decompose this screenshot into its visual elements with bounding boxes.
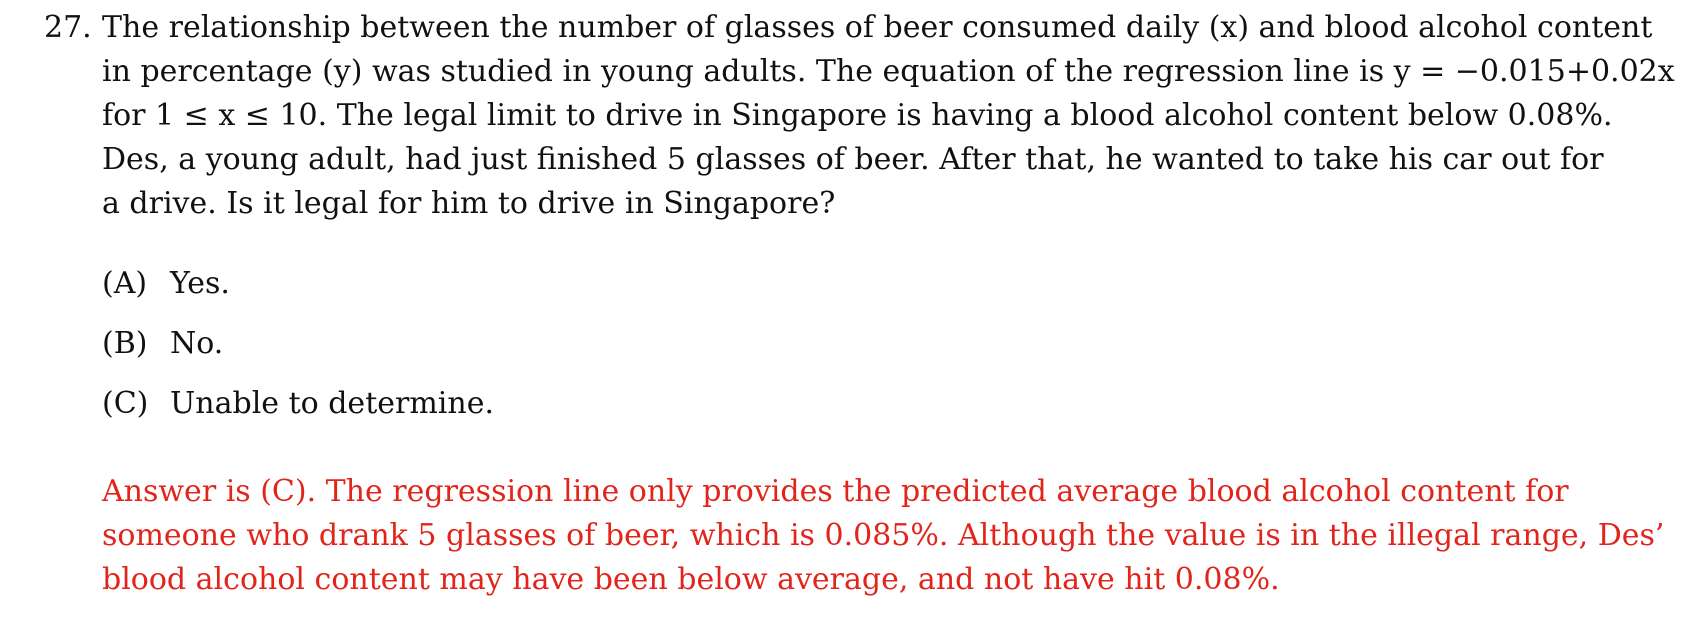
answer-line: someone who drank 5 glasses of beer, whi…: [102, 518, 1665, 553]
answer-line: Answer is (C). The regression line only …: [102, 474, 1569, 509]
option-letter: (A): [102, 266, 148, 301]
question-line: in percentage (y) was studied in young a…: [102, 54, 1675, 89]
option-text: Unable to determine.: [170, 386, 494, 421]
answer-line: blood alcohol content may have been belo…: [102, 562, 1280, 597]
option-letter: (B): [102, 326, 148, 361]
option-text: Yes.: [170, 266, 230, 301]
option-c: (C) Unable to determine.: [102, 382, 494, 442]
question-number: 27.: [44, 10, 92, 45]
question-line: for 1 ≤ x ≤ 10. The legal limit to drive…: [102, 98, 1613, 133]
option-text: No.: [170, 326, 224, 361]
question-line: Des, a young adult, had just finished 5 …: [102, 142, 1604, 177]
option-a: (A) Yes.: [102, 262, 494, 322]
question-line: a drive. Is it legal for him to drive in…: [102, 186, 836, 221]
option-letter: (C): [102, 386, 149, 421]
option-b: (B) No.: [102, 322, 494, 382]
answer-options: (A) Yes. (B) No. (C) Unable to determine…: [102, 262, 494, 442]
question-line: The relationship between the number of g…: [102, 10, 1653, 45]
question-text: The relationship between the number of g…: [102, 6, 1675, 226]
answer-explanation: Answer is (C). The regression line only …: [102, 470, 1665, 602]
